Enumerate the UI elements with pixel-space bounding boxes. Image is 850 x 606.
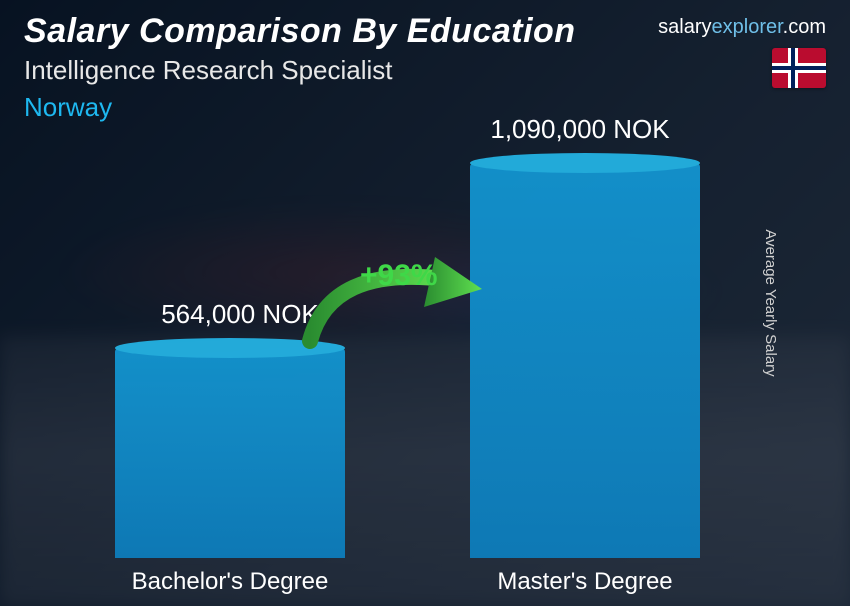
category-label-bachelors: Bachelor's Degree — [115, 568, 345, 596]
brand-part-salary: salary — [658, 16, 711, 38]
norway-flag-icon — [772, 48, 826, 88]
job-subtitle: Intelligence Research Specialist — [24, 55, 826, 86]
country-label: Norway — [24, 92, 826, 123]
value-label-masters: 1,090,000 NOK — [480, 114, 680, 145]
flag-svg — [772, 48, 826, 88]
bar-bachelors — [115, 348, 345, 558]
bar-top-face — [470, 153, 700, 173]
brand-part-com: .com — [783, 16, 826, 38]
chart-area: 564,000 NOK Bachelor's Degree 1,090,000 … — [0, 130, 850, 606]
brand-logo: salaryexplorer.com — [658, 16, 826, 39]
category-label-masters: Master's Degree — [470, 568, 700, 596]
percent-increase-label: +93% — [360, 259, 438, 293]
infographic-container: Salary Comparison By Education Intellige… — [0, 0, 850, 606]
brand-part-explorer: explorer — [712, 16, 783, 38]
